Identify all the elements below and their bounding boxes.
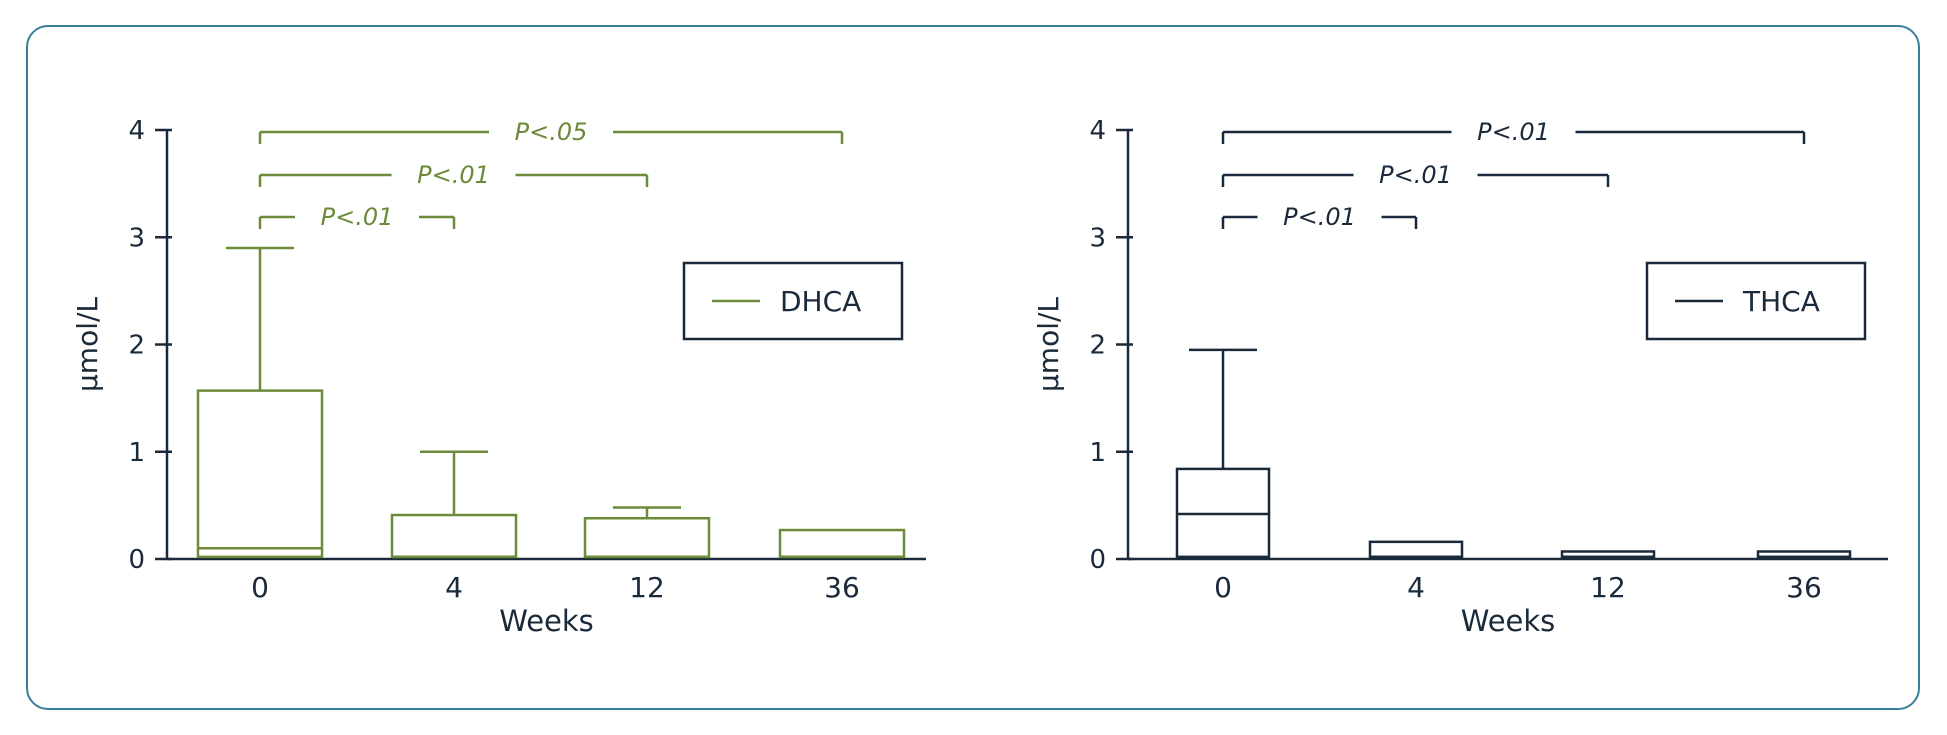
chart1-sig-label: P<.01 [1283,203,1356,231]
chart0-x-tick-label: 36 [824,571,860,604]
chart1-legend-label: THCA [1742,285,1820,318]
chart0-y-axis-title: µmol/L [71,297,104,392]
figure-frame [26,25,1920,710]
chart1-x-axis-title: Weeks [1461,604,1556,638]
chart1-y-tick-label: 4 [1089,116,1106,146]
chart1-y-tick-label: 3 [1089,223,1106,253]
chart0-box [390,513,518,559]
chart0-y-tick-label: 4 [128,116,145,146]
chart0-x-tick-label: 0 [251,571,269,604]
chart0-x-tick-label: 4 [445,571,463,604]
chart1-y-tick-label: 0 [1089,545,1106,575]
chart1-x-tick-label: 12 [1590,571,1626,604]
chart0-legend-label: DHCA [780,285,861,318]
chart0-y-tick-label: 3 [128,223,145,253]
chart1-box [1368,540,1464,559]
chart0-sig-label: P<.05 [515,118,588,146]
chart0-sig-label: P<.01 [321,203,394,231]
chart1-sig-label: P<.01 [1379,161,1452,189]
chart1-y-tick-label: 2 [1089,331,1106,361]
chart0-y-tick-label: 2 [128,331,145,361]
chart0-box [196,389,324,559]
chart1-sig-label: P<.01 [1477,118,1550,146]
chart0-x-tick-label: 12 [629,571,665,604]
chart0-sig-label: P<.01 [417,161,490,189]
chart0-y-tick-label: 1 [128,438,145,468]
chart0-box [583,516,711,559]
chart1-x-tick-label: 0 [1214,571,1232,604]
chart1-y-axis-title: µmol/L [1032,297,1065,392]
chart0-x-axis-title: Weeks [499,604,594,638]
chart1-x-tick-label: 36 [1786,571,1822,604]
chart0-box [778,528,906,559]
chart1-x-tick-label: 4 [1407,571,1425,604]
chart0-y-tick-label: 0 [128,545,145,575]
chart1-y-tick-label: 1 [1089,438,1106,468]
